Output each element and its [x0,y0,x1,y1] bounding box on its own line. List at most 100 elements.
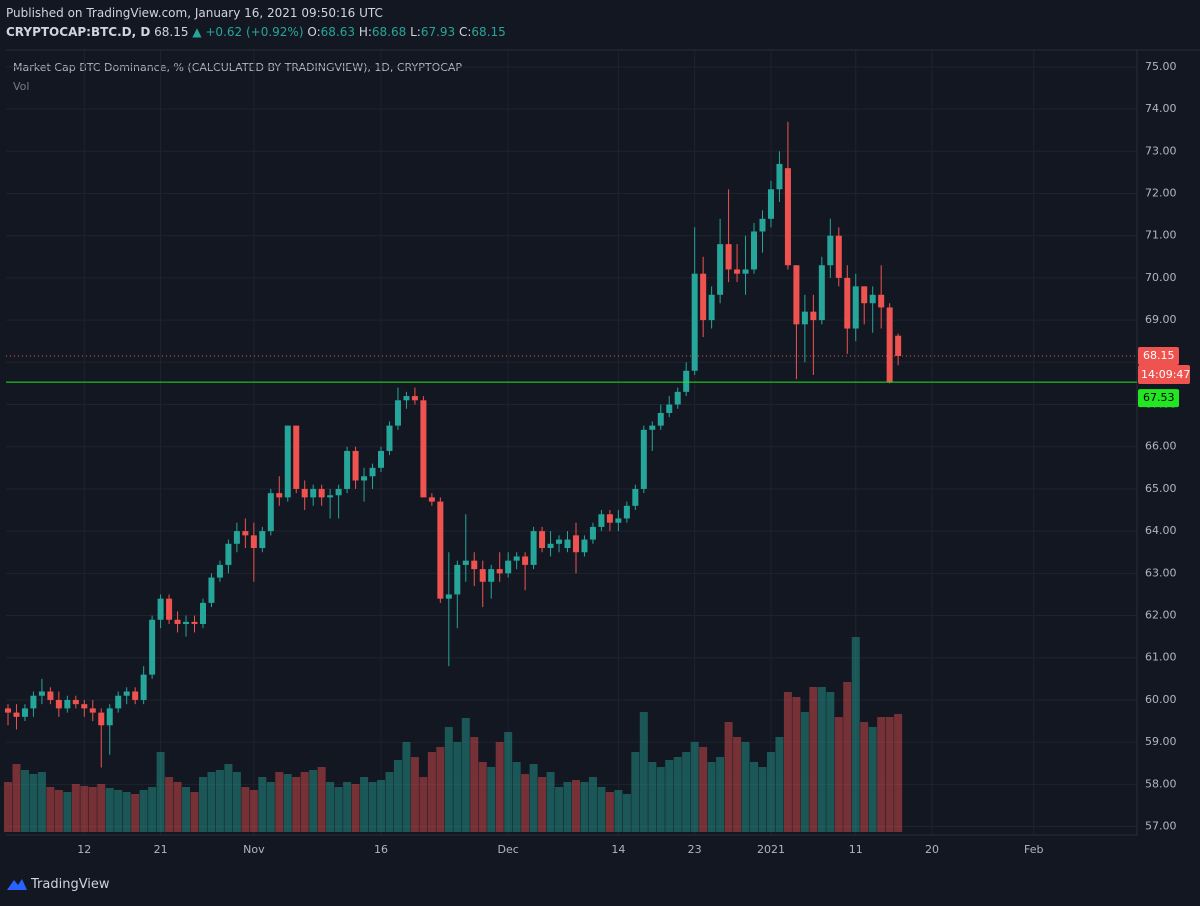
candle-body [844,277,851,329]
y-tick-label: 62.00 [1145,609,1177,622]
candle-body [488,569,495,582]
hline-label: 67.53 [1143,391,1175,404]
volume-bar [368,782,377,832]
candle-body [225,543,232,565]
x-tick-label: 12 [77,843,91,856]
volume-bar [851,637,860,832]
y-tick-label: 70.00 [1145,271,1177,284]
volume-bar [860,722,869,832]
y-tick-label: 63.00 [1145,566,1177,579]
candle-body [810,311,817,321]
volume-bar [29,774,38,832]
volume-bar [266,782,275,832]
volume-bar [258,777,267,832]
volume-bar [71,784,80,832]
candle-body [403,396,410,401]
candle-body [589,526,596,540]
volume-bar [699,747,708,832]
candle-body [327,495,334,498]
candle-body [276,493,283,498]
candle-body [310,488,317,498]
volume-bar [292,777,301,832]
candle-body [708,294,715,321]
y-tick-label: 75.00 [1145,60,1177,73]
volume-bar [639,712,648,832]
volume-bar [521,774,530,832]
volume-bar [826,692,835,832]
volume-bar [631,752,640,832]
y-tick-label: 58.00 [1145,777,1177,790]
candle-body [556,539,563,544]
volume-bar [377,780,386,832]
volume-bar [546,772,555,832]
candle-body [539,531,546,549]
volume-bar [173,782,182,832]
y-tick-label: 74.00 [1145,102,1177,115]
volume-bar [529,764,538,832]
candle-body [174,619,181,624]
candle-body [564,539,571,549]
footer: TradingView [6,876,110,892]
volume-bar [410,757,419,832]
candle-body [878,294,885,308]
candle-body [767,189,774,219]
candle-body [759,218,766,232]
volume-bar [4,782,12,832]
chart-title: Market Cap BTC Dominance, % (CALCULATED … [13,61,462,74]
countdown-label: 14:09:47 [1141,368,1190,381]
volume-bar [402,742,411,832]
candle-body [734,269,741,274]
last: 68.15 [154,25,189,39]
volume-bar [614,790,623,832]
candle-body [149,619,156,675]
candle-body [81,704,88,709]
volume-bar [792,697,801,832]
candle-body [513,556,520,561]
volume-bar [122,792,131,832]
volume-bar [198,777,207,832]
candle-body [581,539,588,553]
candle-body [199,602,206,624]
volume-bar [673,757,682,832]
volume-bar [148,787,157,832]
last-price-box [1138,346,1179,365]
volume-bar [37,772,46,832]
volume-bar [487,767,496,832]
volume-bar [605,792,614,832]
candle-body [725,244,732,270]
candle-body [640,429,647,489]
volume-bar [665,760,674,832]
candle-body [784,168,791,266]
x-tick-label: Nov [243,843,265,856]
candle-body [572,535,579,553]
candle-body [835,235,842,278]
y-tick-label: 64.00 [1145,524,1177,537]
volume-bar [309,770,318,832]
volume-bar [597,787,606,832]
volume-bar [165,777,174,832]
x-tick-label: 20 [925,843,939,856]
candle-body [72,699,79,705]
candle-body [369,467,376,477]
candle-body [183,621,190,624]
volume-bar [580,782,589,832]
candle-body [166,598,173,620]
volume-bar [156,752,165,832]
candle-body [683,370,690,392]
candle-body [233,531,240,544]
candle-body [505,560,512,574]
symbol-line: CRYPTOCAP:BTC.D, D 68.15 ▲ +0.62 (+0.92%… [6,25,506,39]
candle-body [38,691,45,696]
candle-body [742,269,749,274]
y-tick-label: 66.00 [1145,440,1177,453]
candle-body [13,712,20,717]
candle-body [140,674,147,700]
candle-body [454,564,461,595]
candle-body [437,501,444,599]
volume-bar [538,777,547,832]
candle-body [691,273,698,371]
change: ▲ +0.62 (+0.92%) [192,25,304,39]
candle-body [318,488,325,498]
